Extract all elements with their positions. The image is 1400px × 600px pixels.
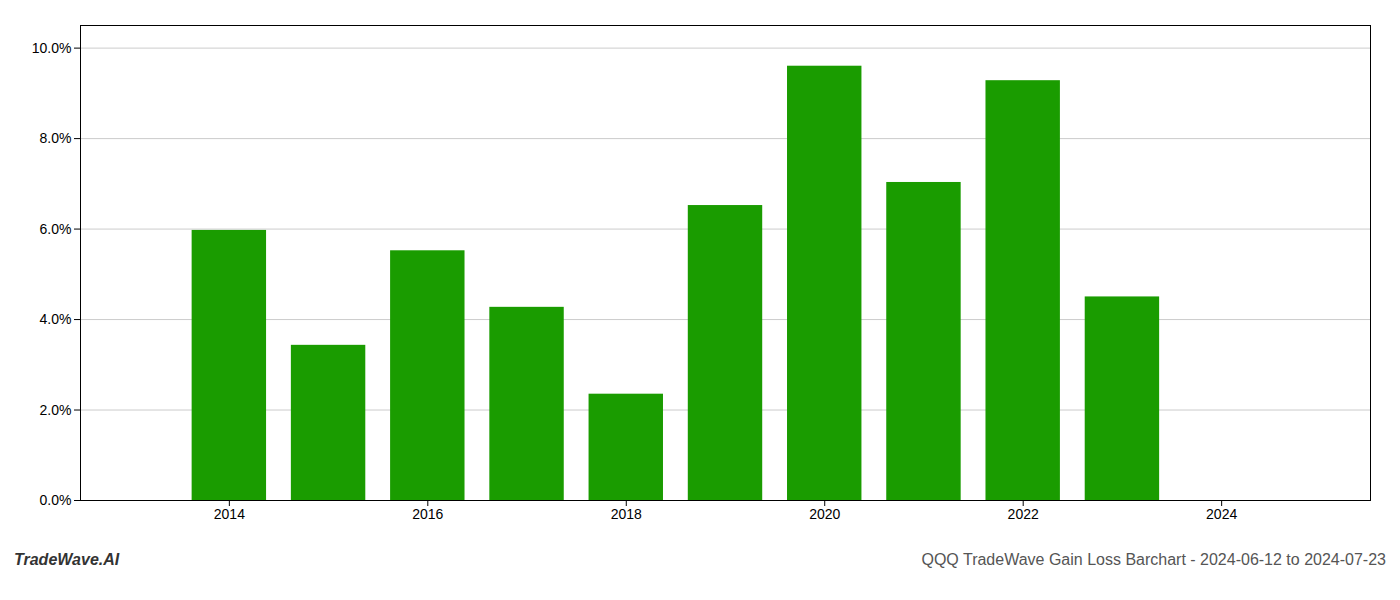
svg-text:2016: 2016 <box>412 506 443 522</box>
svg-text:8.0%: 8.0% <box>40 130 72 146</box>
html-text:QQQ TradeWave Gain Loss Barcha: QQQ TradeWave Gain Loss Barchart - 2024-… <box>921 551 1386 568</box>
svg-text:2.0%: 2.0% <box>40 402 72 418</box>
svg-text:0.0%: 0.0% <box>40 492 72 508</box>
svg-text:4.0%: 4.0% <box>40 311 72 327</box>
svg-text:2014: 2014 <box>214 506 245 522</box>
svg-text:2018: 2018 <box>611 506 642 522</box>
svg-text:2024: 2024 <box>1206 506 1237 522</box>
html-text:TradeWave.AI: TradeWave.AI <box>14 551 120 568</box>
svg-text:2020: 2020 <box>809 506 840 522</box>
svg-text:2022: 2022 <box>1008 506 1039 522</box>
svg-text:10.0%: 10.0% <box>32 40 72 56</box>
svg-text:6.0%: 6.0% <box>40 221 72 237</box>
